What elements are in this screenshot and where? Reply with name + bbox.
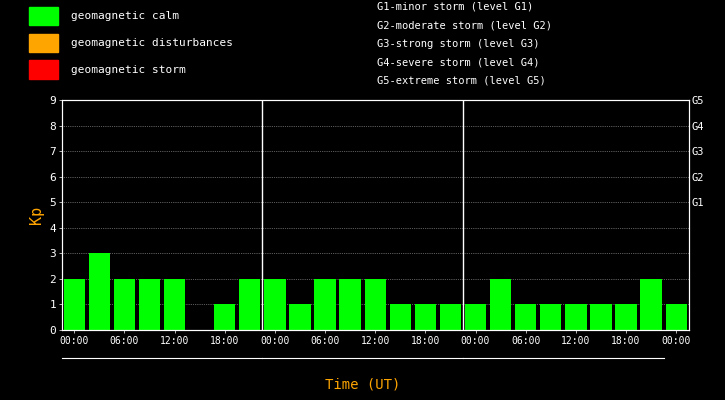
Bar (239, 279, 260, 330)
Text: G1-minor storm (level G1): G1-minor storm (level G1) (377, 2, 534, 12)
Text: geomagnetic calm: geomagnetic calm (71, 11, 179, 21)
Text: G5-extreme storm (level G5): G5-extreme storm (level G5) (377, 76, 546, 86)
Bar (29, 60, 58, 79)
Bar (365, 279, 386, 330)
Bar (29, 7, 58, 25)
Bar (138, 279, 160, 330)
Bar (389, 304, 411, 330)
Bar (214, 304, 236, 330)
Bar (64, 279, 85, 330)
Bar (666, 304, 687, 330)
Bar (289, 304, 310, 330)
Bar (490, 279, 511, 330)
Bar (440, 304, 461, 330)
Text: G4-severe storm (level G4): G4-severe storm (level G4) (377, 57, 539, 67)
Bar (566, 304, 587, 330)
Bar (339, 279, 361, 330)
Text: geomagnetic disturbances: geomagnetic disturbances (71, 38, 233, 48)
Bar (640, 279, 662, 330)
Text: Time (UT): Time (UT) (325, 378, 400, 392)
Bar (616, 304, 637, 330)
Bar (29, 34, 58, 52)
Bar (465, 304, 486, 330)
Bar (515, 304, 536, 330)
Y-axis label: Kp: Kp (29, 206, 44, 224)
Bar (264, 279, 286, 330)
Text: G2-moderate storm (level G2): G2-moderate storm (level G2) (377, 20, 552, 30)
Bar (164, 279, 185, 330)
Bar (540, 304, 561, 330)
Bar (315, 279, 336, 330)
Text: G3-strong storm (level G3): G3-strong storm (level G3) (377, 39, 539, 49)
Text: geomagnetic storm: geomagnetic storm (71, 65, 186, 75)
Bar (88, 253, 110, 330)
Bar (114, 279, 135, 330)
Bar (590, 304, 612, 330)
Bar (415, 304, 436, 330)
